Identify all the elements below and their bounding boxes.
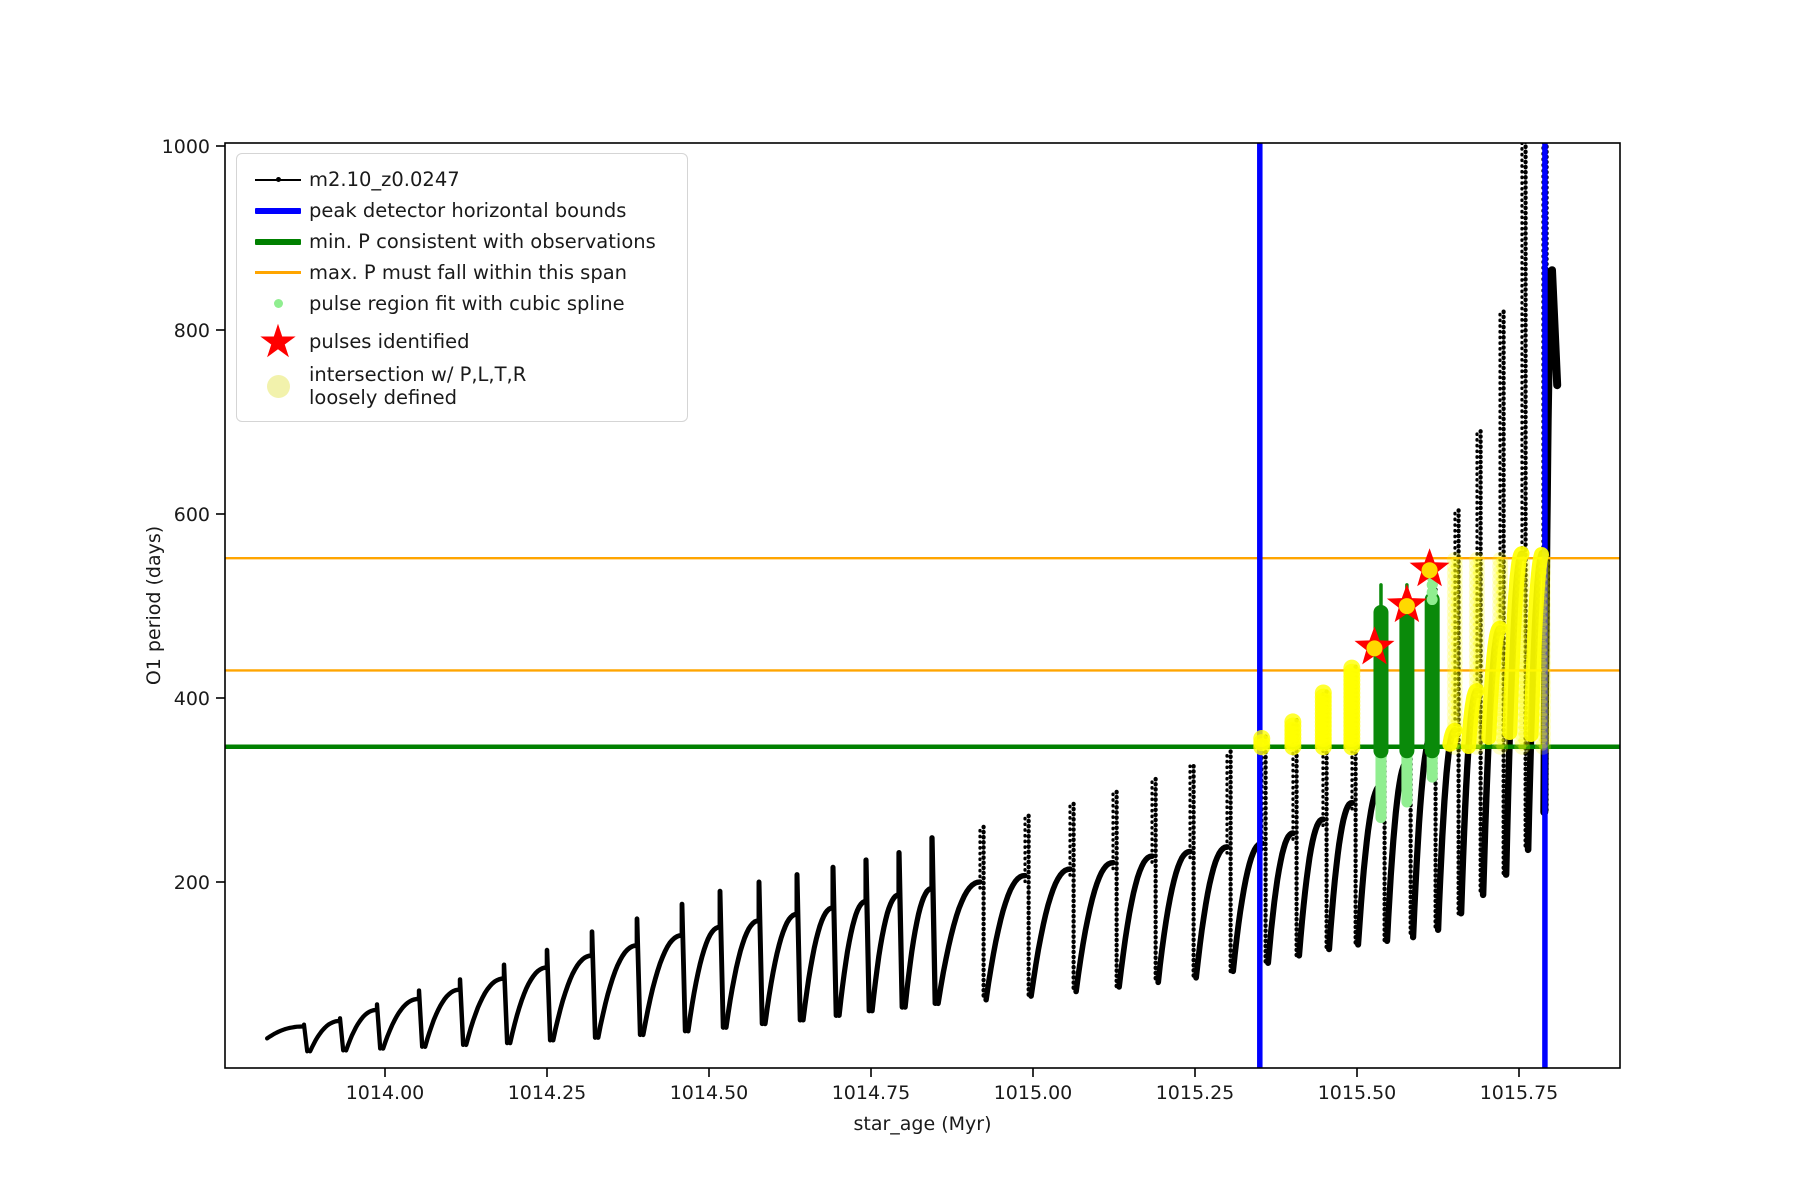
- svg-text:1014.25: 1014.25: [508, 1082, 587, 1104]
- svg-text:1014.75: 1014.75: [832, 1082, 911, 1104]
- legend-label-pulses: pulses identified: [309, 329, 470, 353]
- svg-text:1015.50: 1015.50: [1318, 1082, 1397, 1104]
- legend-label-intersection-line1: intersection w/ P,L,T,R: [309, 363, 527, 386]
- legend-entry-pulses: pulses identified: [247, 319, 673, 363]
- legend-box: m2.10_z0.0247 peak detector horizontal b…: [236, 153, 688, 422]
- legend-label-series: m2.10_z0.0247: [309, 168, 460, 191]
- svg-text:400: 400: [174, 688, 210, 710]
- svg-text:1014.50: 1014.50: [670, 1082, 749, 1104]
- orange-line-icon: [255, 271, 301, 274]
- legend-label-min-p: min. P consistent with observations: [309, 230, 656, 253]
- svg-text:1000: 1000: [162, 136, 210, 158]
- series-line-icon: [255, 177, 301, 182]
- legend-entry-max-p: max. P must fall within this span: [247, 257, 673, 288]
- legend-entry-series: m2.10_z0.0247: [247, 164, 673, 195]
- legend-entry-spline: pulse region fit with cubic spline: [247, 288, 673, 319]
- red-star-icon: [257, 319, 298, 363]
- legend-entry-peak-bounds: peak detector horizontal bounds: [247, 195, 673, 226]
- yellow-dot-icon: [266, 374, 290, 398]
- legend-label-spline: pulse region fit with cubic spline: [309, 292, 625, 315]
- svg-text:600: 600: [174, 504, 210, 526]
- legend-label-intersection-line2: loosely defined: [309, 386, 457, 409]
- svg-text:star_age (Myr): star_age (Myr): [853, 1113, 991, 1135]
- legend-label-max-p: max. P must fall within this span: [309, 261, 628, 284]
- svg-text:200: 200: [174, 872, 210, 894]
- blue-line-icon: [255, 207, 301, 214]
- svg-text:O1 period (days): O1 period (days): [143, 526, 165, 685]
- svg-text:800: 800: [174, 320, 210, 342]
- legend-label-peak-bounds: peak detector horizontal bounds: [309, 199, 627, 222]
- svg-text:1015.25: 1015.25: [1156, 1082, 1235, 1104]
- green-line-icon: [255, 238, 301, 245]
- legend-entry-intersection: intersection w/ P,L,T,R loosely defined: [247, 363, 673, 409]
- legend-entry-min-p: min. P consistent with observations: [247, 226, 673, 257]
- lightgreen-dot-icon: [273, 299, 283, 308]
- svg-text:1015.75: 1015.75: [1480, 1082, 1559, 1104]
- svg-text:1014.00: 1014.00: [346, 1082, 425, 1104]
- svg-text:1015.00: 1015.00: [994, 1082, 1073, 1104]
